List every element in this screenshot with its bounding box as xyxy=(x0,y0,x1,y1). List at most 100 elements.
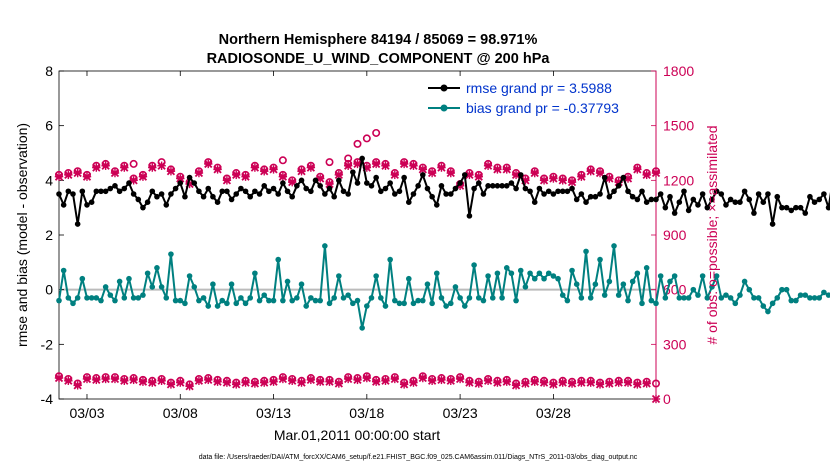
obs-assimilated-marker xyxy=(474,172,483,181)
rmse-point xyxy=(182,193,188,200)
legend-box xyxy=(424,77,652,121)
bias-point xyxy=(774,295,781,301)
bias-point xyxy=(200,295,207,301)
obs-assimilated-marker xyxy=(511,381,521,390)
bias-point xyxy=(256,297,263,304)
rmse-point xyxy=(401,174,407,181)
bias-point xyxy=(508,270,515,277)
obs-assimilated-marker xyxy=(633,165,642,174)
obs-assimilated-marker xyxy=(353,375,362,385)
bias-point xyxy=(140,292,146,298)
obs-assimilated-marker xyxy=(521,379,530,388)
obs-assimilated-marker xyxy=(288,376,297,385)
rmse-point xyxy=(219,188,226,195)
bias-point xyxy=(88,295,95,301)
rmse-point xyxy=(121,185,128,192)
rmse-point xyxy=(65,188,72,195)
rmse-point xyxy=(751,210,757,216)
bias-point xyxy=(317,297,323,304)
obs-assimilated-marker xyxy=(297,167,306,176)
bias-point xyxy=(611,243,617,249)
bias-point xyxy=(368,295,375,301)
rmse-point xyxy=(699,191,706,197)
bias-point xyxy=(662,295,669,301)
rmse-point xyxy=(228,196,235,203)
bias-point xyxy=(760,303,767,309)
bias-point xyxy=(545,270,552,277)
rmse-point xyxy=(807,193,813,200)
bias-point xyxy=(79,275,86,282)
bias-point xyxy=(475,295,482,301)
bias-point xyxy=(433,270,440,277)
obs-assimilated-marker xyxy=(250,163,260,172)
bias-point xyxy=(695,292,701,298)
y-tick-label-right: 300 xyxy=(663,336,687,352)
rmse-point xyxy=(503,183,510,189)
rmse-point xyxy=(261,183,268,189)
obs-assimilated-marker xyxy=(381,376,390,385)
x-axis-label: Mar.01,2011 00:00:00 start xyxy=(274,427,440,443)
rmse-point xyxy=(438,183,445,189)
bias-point xyxy=(107,292,114,298)
rmse-point xyxy=(107,185,114,192)
bias-point xyxy=(247,295,254,301)
series-lines xyxy=(56,155,830,331)
bias-point xyxy=(769,300,776,307)
obs-assimilated-marker xyxy=(138,377,148,386)
rmse-point xyxy=(280,180,286,186)
bias-point xyxy=(727,295,734,301)
rmse-point xyxy=(559,188,566,195)
rmse-point xyxy=(685,207,692,214)
rmse-point xyxy=(475,180,482,186)
y-tick-label-left: -4 xyxy=(41,391,54,407)
bias-point xyxy=(648,297,655,304)
rmse-point xyxy=(149,188,156,195)
footnote: data file: /Users/raeder/DAI/ATM_forcXX/… xyxy=(199,454,638,461)
obs-assimilated-marker xyxy=(586,378,595,387)
rmse-point xyxy=(513,185,519,192)
obs-possible-marker xyxy=(353,139,362,148)
bias-point xyxy=(807,295,813,301)
bias-point xyxy=(573,281,580,288)
y-axis-left: -4 -2 0 2 4 6 8 xyxy=(41,63,64,407)
obs-assimilated-marker xyxy=(623,378,633,387)
bias-point xyxy=(485,273,491,279)
bias-point xyxy=(522,284,529,290)
bias-point xyxy=(294,295,300,301)
obs-assimilated-marker xyxy=(334,170,344,180)
bias-point xyxy=(517,267,524,274)
rmse-point xyxy=(508,180,515,186)
bias-point xyxy=(494,270,501,277)
bias-point xyxy=(629,278,636,285)
rmse-point xyxy=(116,188,123,195)
chart-title-line2: RADIOSONDE_U_WIND_COMPONENT @ 200 hPa xyxy=(207,51,551,67)
bias-point xyxy=(275,256,282,263)
bias-point xyxy=(56,297,62,304)
bias-point xyxy=(74,295,81,301)
obs-assimilated-marker xyxy=(232,170,241,180)
y-tick-label-left: 0 xyxy=(45,282,53,298)
bias-point xyxy=(126,275,132,282)
obs-possible-marker xyxy=(278,156,287,165)
rmse-point xyxy=(60,202,67,208)
rmse-point xyxy=(578,191,585,197)
bias-point xyxy=(559,292,566,298)
bias-point xyxy=(597,256,603,263)
bias-point xyxy=(406,275,412,282)
obs-assimilated-marker xyxy=(437,375,446,385)
obs-assimilated-marker xyxy=(110,168,120,178)
rmse-point xyxy=(639,188,645,195)
y-tick-label-left: 6 xyxy=(45,118,53,134)
bias-point xyxy=(732,300,739,307)
rmse-point xyxy=(471,185,477,192)
x-tick-label: 03/18 xyxy=(349,405,384,421)
rmse-point xyxy=(821,191,827,197)
rmse-point xyxy=(825,204,830,211)
obs-assimilated-marker xyxy=(260,167,269,176)
rmse-point xyxy=(774,193,781,200)
bias-point xyxy=(452,284,459,290)
bias-point xyxy=(359,325,365,331)
bias-point xyxy=(671,273,678,279)
